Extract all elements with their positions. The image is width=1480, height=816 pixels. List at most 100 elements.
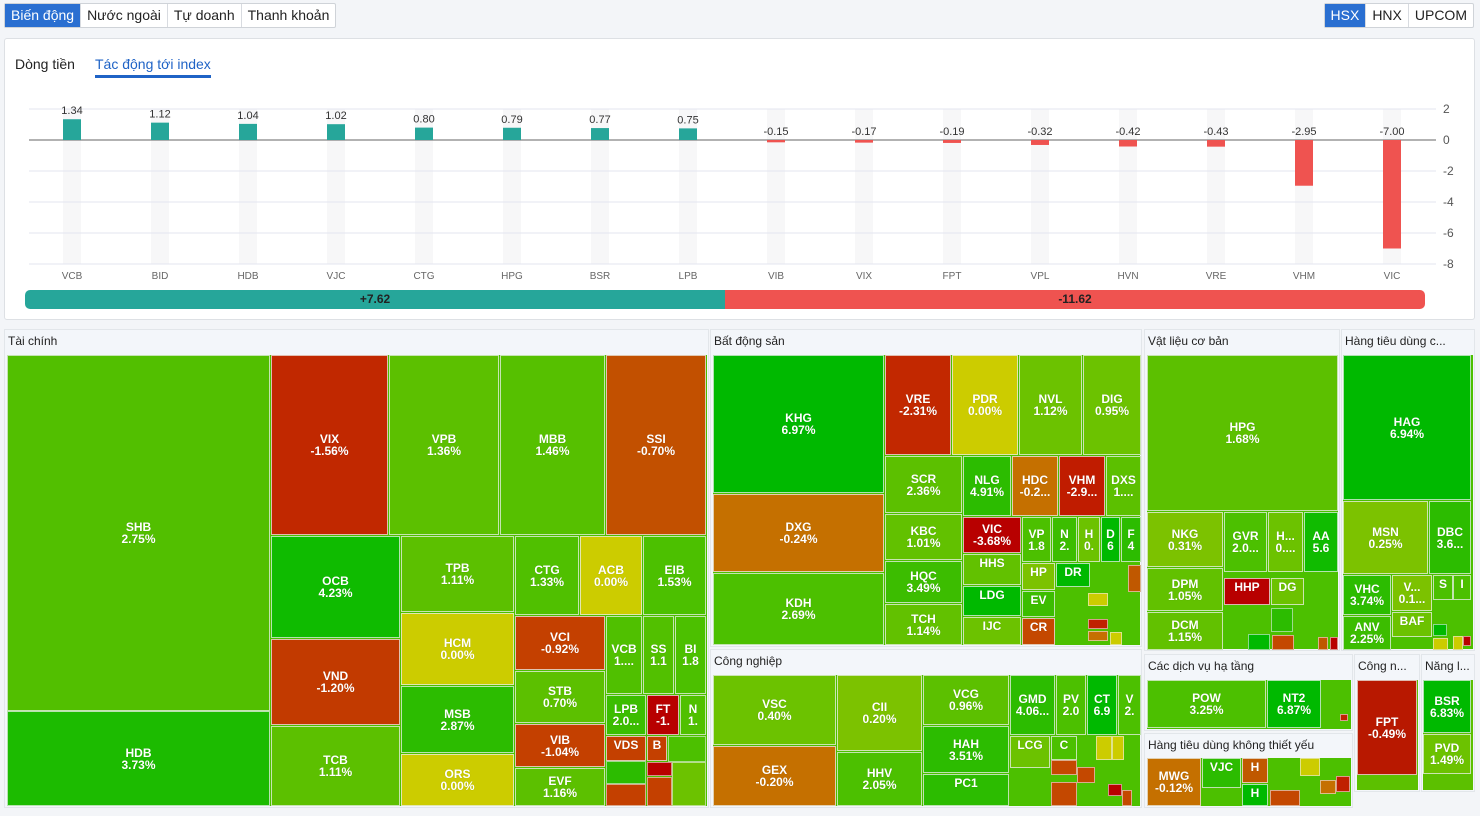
stock-tile-vds[interactable]: VDS — [606, 736, 646, 761]
small-stock-tile[interactable] — [1112, 736, 1124, 760]
stock-tile-pv[interactable]: PV 2.0 — [1056, 675, 1086, 735]
stock-tile-nvl[interactable]: NVL 1.12% — [1019, 355, 1082, 455]
small-stock-tile[interactable] — [1300, 758, 1320, 776]
stock-tile-hcm[interactable]: HCM 0.00% — [401, 613, 514, 685]
stock-tile-aa[interactable]: AA 5.6 — [1304, 512, 1338, 572]
stock-tile-vsc[interactable]: VSC 0.40% — [713, 675, 836, 745]
stock-tile-ors[interactable]: ORS 0.00% — [401, 754, 514, 806]
small-stock-tile[interactable] — [1320, 780, 1336, 794]
small-stock-tile[interactable] — [672, 762, 706, 806]
stock-tile-msn[interactable]: MSN 0.25% — [1343, 501, 1428, 574]
exchange-hsx[interactable]: HSX — [1324, 4, 1367, 27]
stock-tile-vp[interactable]: VP 1.8 — [1022, 517, 1051, 562]
stock-tile-ocb[interactable]: OCB 4.23% — [271, 536, 400, 638]
small-stock-tile[interactable] — [606, 761, 646, 784]
sector-title[interactable]: Hàng tiêu dùng không thiết yếu — [1148, 738, 1315, 752]
stock-tile-h[interactable]: H — [1242, 758, 1268, 783]
stock-tile-ct[interactable]: CT 6.9 — [1087, 675, 1117, 735]
stock-tile-nt2[interactable]: NT2 6.87% — [1267, 680, 1321, 728]
stock-tile-vix[interactable]: VIX -1.56% — [271, 355, 388, 535]
stock-tile-evf[interactable]: EVF 1.16% — [515, 768, 605, 806]
small-stock-tile[interactable] — [1330, 637, 1338, 650]
stock-tile-b[interactable]: B — [647, 736, 667, 761]
sector-title[interactable]: Công n... — [1358, 659, 1407, 673]
stock-tile-baf[interactable]: BAF — [1392, 612, 1432, 637]
tab-tự-doanh[interactable]: Tự doanh — [168, 4, 242, 27]
stock-tile-vnd[interactable]: VND -1.20% — [271, 639, 400, 725]
stock-tile-dr[interactable]: DR — [1056, 563, 1090, 587]
stock-tile-mbb[interactable]: MBB 1.46% — [500, 355, 605, 535]
stock-tile-ev[interactable]: EV — [1022, 591, 1055, 617]
stock-tile-kdh[interactable]: KDH 2.69% — [713, 573, 884, 645]
small-stock-tile[interactable] — [1336, 776, 1350, 792]
stock-tile-nlg[interactable]: NLG 4.91% — [963, 456, 1011, 516]
sector-title[interactable]: Vật liệu cơ bản — [1148, 334, 1229, 348]
sector-title[interactable]: Công nghiệp — [714, 654, 783, 668]
small-stock-tile[interactable] — [1088, 593, 1108, 606]
stock-tile-vib[interactable]: VIB -1.04% — [515, 724, 605, 767]
small-stock-tile[interactable] — [1270, 790, 1300, 806]
stock-tile-pvd[interactable]: PVD 1.49% — [1423, 734, 1471, 774]
stock-tile-n[interactable]: N 2. — [1052, 517, 1077, 562]
stock-tile-h[interactable]: H — [1242, 784, 1268, 806]
stock-tile-bi[interactable]: BI 1.8 — [675, 616, 706, 694]
stock-tile-dxg[interactable]: DXG -0.24% — [713, 494, 884, 572]
stock-tile-hp[interactable]: HP — [1022, 563, 1055, 590]
exchange-hnx[interactable]: HNX — [1366, 4, 1409, 27]
stock-tile-vhc[interactable]: VHC 3.74% — [1343, 575, 1391, 615]
stock-tile-ft[interactable]: FT -1. — [647, 695, 679, 735]
stock-tile-eib[interactable]: EIB 1.53% — [643, 536, 706, 615]
stock-tile-h[interactable]: H... 0.... — [1268, 512, 1303, 572]
small-stock-tile[interactable] — [1271, 608, 1293, 632]
tab-tac-dong-toi-index[interactable]: Tác động tới index — [95, 56, 211, 78]
stock-tile-dcm[interactable]: DCM 1.15% — [1147, 612, 1223, 650]
sector-title[interactable]: Tài chính — [8, 334, 58, 348]
small-stock-tile[interactable] — [647, 777, 672, 806]
stock-tile-vjc[interactable]: VJC — [1202, 758, 1241, 788]
stock-tile-n[interactable]: N 1. — [680, 695, 706, 735]
stock-tile-cii[interactable]: CII 0.20% — [837, 675, 922, 751]
stock-tile-pow[interactable]: POW 3.25% — [1147, 680, 1266, 728]
stock-tile-cr[interactable]: CR — [1022, 618, 1055, 645]
sector-title[interactable]: Hàng tiêu dùng c... — [1345, 334, 1446, 348]
stock-tile-scr[interactable]: SCR 2.36% — [885, 456, 962, 513]
stock-tile-dbc[interactable]: DBC 3.6... — [1429, 501, 1471, 574]
stock-tile-ssi[interactable]: SSI -0.70% — [606, 355, 706, 535]
stock-tile-vci[interactable]: VCI -0.92% — [515, 616, 605, 670]
stock-tile-gex[interactable]: GEX -0.20% — [713, 746, 836, 806]
stock-tile-gmd[interactable]: GMD 4.06... — [1010, 675, 1055, 735]
small-stock-tile[interactable] — [1248, 634, 1270, 650]
stock-tile-anv[interactable]: ANV 2.25% — [1343, 616, 1391, 650]
small-stock-tile[interactable] — [1272, 635, 1294, 650]
stock-tile-tch[interactable]: TCH 1.14% — [885, 604, 962, 645]
stock-tile-i[interactable]: I — [1453, 575, 1471, 600]
stock-tile-pdr[interactable]: PDR 0.00% — [952, 355, 1018, 455]
stock-tile-hhp[interactable]: HHP — [1224, 578, 1270, 605]
stock-tile-hqc[interactable]: HQC 3.49% — [885, 561, 962, 603]
stock-tile-hhs[interactable]: HHS — [963, 554, 1021, 585]
stock-tile-stb[interactable]: STB 0.70% — [515, 671, 605, 723]
tab-thanh-khoản[interactable]: Thanh khoản — [247, 7, 330, 23]
stock-tile-kbc[interactable]: KBC 1.01% — [885, 514, 962, 560]
stock-tile-bsr[interactable]: BSR 6.83% — [1423, 680, 1471, 733]
stock-tile-hhv[interactable]: HHV 2.05% — [837, 752, 922, 806]
stock-tile-lcg[interactable]: LCG — [1010, 736, 1050, 768]
stock-tile-s[interactable]: S — [1433, 575, 1453, 600]
stock-tile-nkg[interactable]: NKG 0.31% — [1147, 512, 1223, 567]
sector-title[interactable]: Năng l... — [1425, 659, 1470, 673]
small-stock-tile[interactable] — [1096, 736, 1112, 760]
small-stock-tile[interactable] — [1088, 631, 1108, 641]
small-stock-tile[interactable] — [606, 784, 646, 806]
stock-tile-vhm[interactable]: VHM -2.9... — [1059, 456, 1105, 516]
stock-tile-dxs[interactable]: DXS 1.... — [1106, 456, 1141, 516]
tab-nước-ngoài[interactable]: Nước ngoài — [81, 4, 168, 27]
stock-tile-vpb[interactable]: VPB 1.36% — [389, 355, 499, 535]
stock-tile-ldg[interactable]: LDG — [963, 586, 1021, 616]
stock-tile-hdb[interactable]: HDB 3.73% — [7, 711, 270, 806]
stock-tile-v[interactable]: V... 0.1... — [1392, 575, 1432, 611]
small-stock-tile[interactable] — [1122, 790, 1132, 806]
stock-tile-acb[interactable]: ACB 0.00% — [580, 536, 642, 615]
small-stock-tile[interactable] — [1433, 624, 1447, 636]
